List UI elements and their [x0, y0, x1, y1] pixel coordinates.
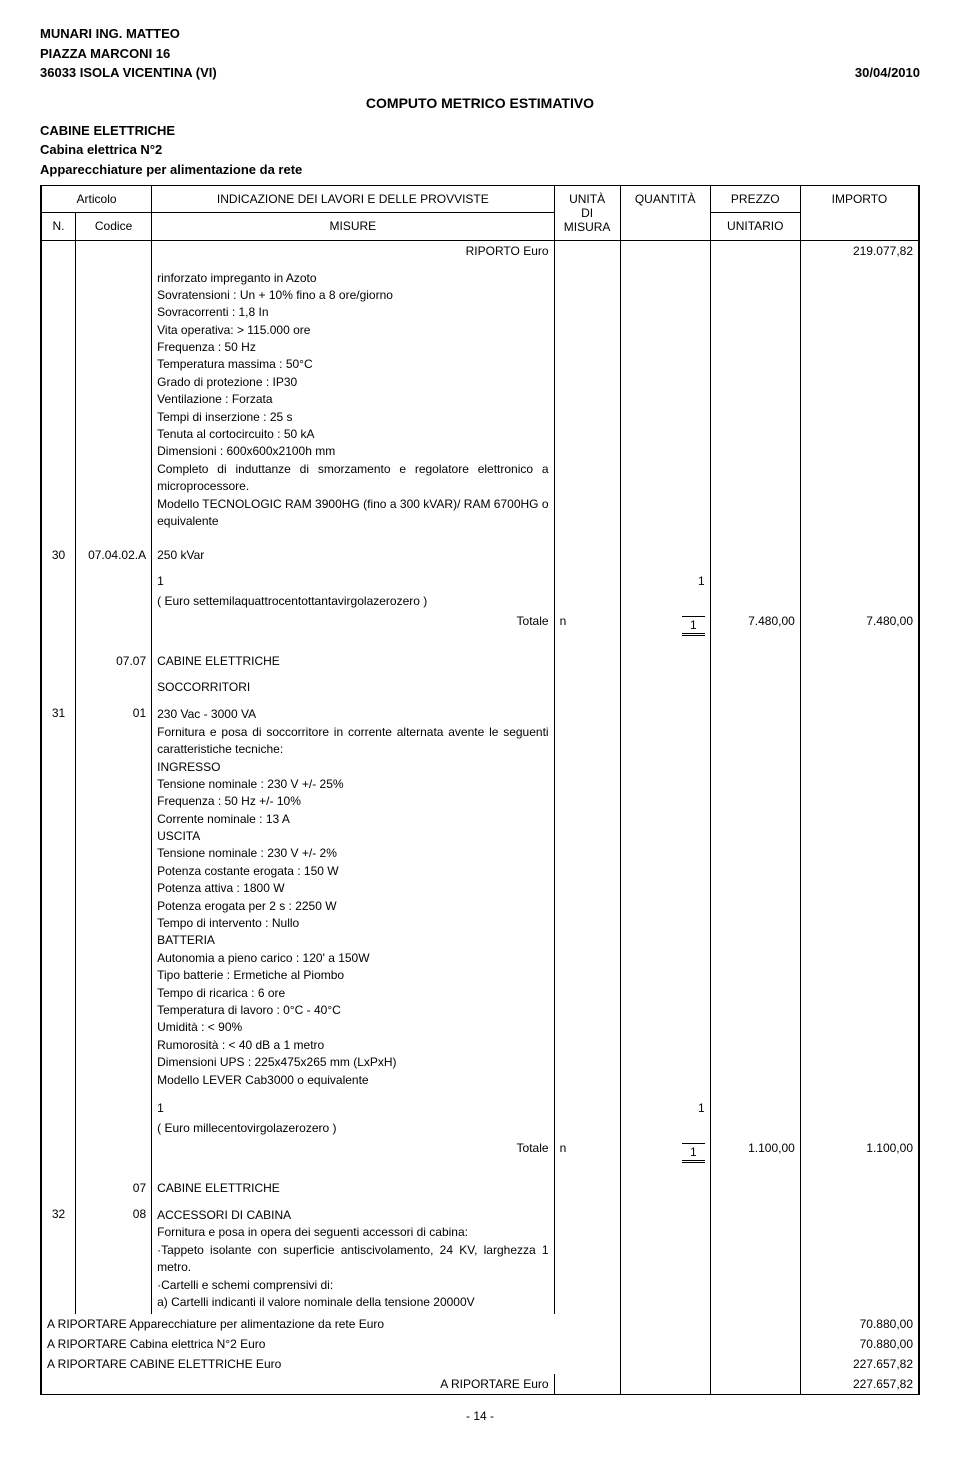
- item30-n: 30: [42, 545, 76, 565]
- item31-desc: 230 Vac - 3000 VA Fornitura e posa di so…: [152, 703, 554, 1092]
- riportare-row-1: A RIPORTARE Apparecchiature per alimenta…: [42, 1314, 919, 1334]
- riportare-row-3: A RIPORTARE CABINE ELETTRICHE Euro 227.6…: [42, 1354, 919, 1374]
- item31-unitprice: 1.100,00: [710, 1138, 800, 1166]
- riportare-row-2: A RIPORTARE Cabina elettrica N°2 Euro 70…: [42, 1334, 919, 1354]
- item30-importo: 7.480,00: [800, 611, 918, 639]
- th-unita: UNITÀ DI MISURA: [554, 186, 620, 241]
- riporto-value: 219.077,82: [800, 241, 918, 267]
- page: MUNARI ING. MATTEO PIAZZA MARCONI 16 360…: [0, 0, 960, 1453]
- subhead-l3: Apparecchiature per alimentazione da ret…: [40, 160, 920, 180]
- th-indicazione: INDICAZIONE DEI LAVORI E DELLE PROVVISTE: [152, 186, 554, 213]
- letterhead-right: 30/04/2010: [855, 63, 920, 83]
- riporto-row: RIPORTO Euro 219.077,82: [42, 241, 919, 267]
- item30-qty-row: 1 1: [42, 571, 919, 591]
- letterhead-left: MUNARI ING. MATTEO PIAZZA MARCONI 16 360…: [40, 24, 217, 83]
- riportare-l2: A RIPORTARE Cabina elettrica N°2 Euro: [42, 1334, 555, 1354]
- item32-code: 08: [76, 1204, 152, 1314]
- sec0707-sub-row: SOCCORRITORI: [42, 677, 919, 697]
- item31-qtyline: 1: [152, 1098, 554, 1118]
- table-frame: Articolo INDICAZIONE DEI LAVORI E DELLE …: [40, 185, 920, 1395]
- th-unita-l1: UNITÀ: [569, 192, 605, 206]
- item31-importo: 1.100,00: [800, 1138, 918, 1166]
- letterhead: MUNARI ING. MATTEO PIAZZA MARCONI 16 360…: [40, 24, 920, 83]
- item31-row: 31 01 230 Vac - 3000 VA Fornitura e posa…: [42, 703, 919, 1092]
- item31-code: 01: [76, 703, 152, 1092]
- subhead-l1: CABINE ELETTRICHE: [40, 121, 920, 141]
- th-prezzo: PREZZO: [710, 186, 800, 213]
- riportare-v4: 227.657,82: [800, 1374, 918, 1394]
- subhead-l2: Cabina elettrica N°2: [40, 140, 920, 160]
- sec07-title: CABINE ELETTRICHE: [152, 1178, 554, 1198]
- th-quantita: QUANTITÀ: [620, 186, 710, 241]
- issuer-addr1: PIAZZA MARCONI 16: [40, 44, 217, 64]
- item32-desc: ACCESSORI DI CABINA Fornitura e posa in …: [152, 1204, 554, 1314]
- item31-words-row: ( Euro millecentovirgolazerozero ): [42, 1118, 919, 1138]
- sec0707-row: 07.07 CABINE ELETTRICHE: [42, 651, 919, 671]
- item30-qtyline: 1: [152, 571, 554, 591]
- subheading: CABINE ELETTRICHE Cabina elettrica N°2 A…: [40, 121, 920, 180]
- th-misure: MISURE: [152, 213, 554, 241]
- sec07-row: 07 CABINE ELETTRICHE: [42, 1178, 919, 1198]
- issuer-name: MUNARI ING. MATTEO: [40, 24, 217, 44]
- item31-qtyval: 1: [620, 1098, 710, 1118]
- sec0707-code: 07.07: [76, 651, 152, 671]
- item31-qtytotal: 1: [682, 1143, 705, 1163]
- item30-totale-label: Totale: [152, 611, 554, 639]
- riporto-label: RIPORTO Euro: [152, 241, 554, 267]
- document-title: COMPUTO METRICO ESTIMATIVO: [40, 95, 920, 111]
- main-table: Articolo INDICAZIONE DEI LAVORI E DELLE …: [41, 186, 919, 1394]
- page-number: - 14 -: [40, 1409, 920, 1423]
- item31-totale-row: Totale n 1 1.100,00 1.100,00: [42, 1138, 919, 1166]
- item31-eurowords: ( Euro millecentovirgolazerozero ): [152, 1118, 554, 1138]
- item32-n: 32: [42, 1204, 76, 1314]
- item31-qty-row: 1 1: [42, 1098, 919, 1118]
- sec0707-title: CABINE ELETTRICHE: [152, 651, 554, 671]
- riportare-l1: A RIPORTARE Apparecchiature per alimenta…: [42, 1314, 555, 1334]
- th-n: N.: [42, 213, 76, 241]
- item30-um: n: [554, 611, 620, 639]
- item31-um: n: [554, 1138, 620, 1166]
- item30-unitprice: 7.480,00: [710, 611, 800, 639]
- th-codice: Codice: [76, 213, 152, 241]
- riportare-v1: 70.880,00: [800, 1314, 918, 1334]
- item30-totale-row: Totale n 1 7.480,00 7.480,00: [42, 611, 919, 639]
- item30-qtytotal: 1: [682, 616, 705, 636]
- item32-row: 32 08 ACCESSORI DI CABINA Fornitura e po…: [42, 1204, 919, 1314]
- sec0707-sub: SOCCORRITORI: [152, 677, 554, 697]
- item30-qtytotal-cell: 1: [620, 611, 710, 639]
- item0-row: rinforzato impreganto in Azoto Sovratens…: [42, 267, 919, 534]
- item31-n: 31: [42, 703, 76, 1092]
- item30-words-row: ( Euro settemilaquattrocentottantavirgol…: [42, 591, 919, 611]
- riportare-row-4: A RIPORTARE Euro 227.657,82: [42, 1374, 919, 1394]
- sec07-code: 07: [76, 1178, 152, 1198]
- item31-qtytotal-cell: 1: [620, 1138, 710, 1166]
- item30-title-row: 30 07.04.02.A 250 kVar: [42, 545, 919, 565]
- doc-date: 30/04/2010: [855, 65, 920, 80]
- th-unita-l3: MISURA: [564, 220, 611, 234]
- item0-desc: rinforzato impreganto in Azoto Sovratens…: [152, 267, 554, 534]
- th-importo: IMPORTO: [800, 186, 918, 241]
- th-articolo: Articolo: [42, 186, 152, 213]
- riportare-v2: 70.880,00: [800, 1334, 918, 1354]
- item30-qtyval: 1: [620, 571, 710, 591]
- item30-eurowords: ( Euro settemilaquattrocentottantavirgol…: [152, 591, 554, 611]
- item30-code: 07.04.02.A: [76, 545, 152, 565]
- riportare-l4: A RIPORTARE Euro: [152, 1374, 554, 1394]
- item31-totale-label: Totale: [152, 1138, 554, 1166]
- riportare-l3: A RIPORTARE CABINE ELETTRICHE Euro: [42, 1354, 555, 1374]
- item30-title: 250 kVar: [152, 545, 554, 565]
- th-unita-l2: DI: [581, 206, 593, 220]
- riportare-v3: 227.657,82: [800, 1354, 918, 1374]
- issuer-addr2: 36033 ISOLA VICENTINA (VI): [40, 63, 217, 83]
- th-unitario: UNITARIO: [710, 213, 800, 241]
